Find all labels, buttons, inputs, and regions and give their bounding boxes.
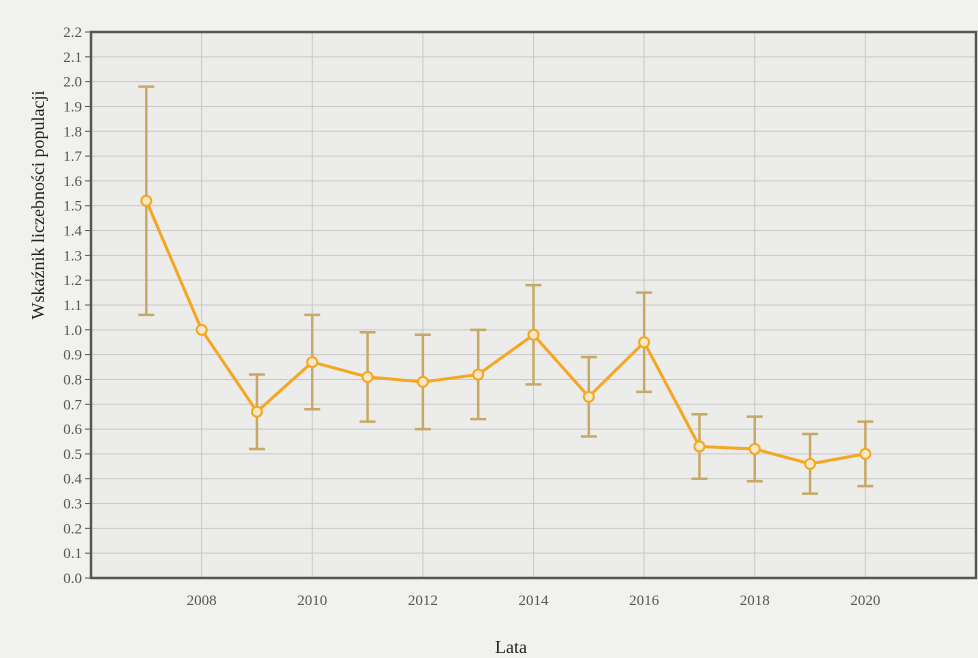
x-tick-label: 2016 <box>629 593 660 609</box>
data-point <box>306 356 319 369</box>
y-tick-label: 1.9 <box>63 99 82 115</box>
y-tick-label: 2.1 <box>63 50 82 66</box>
y-tick-label: 2.0 <box>63 75 82 91</box>
data-point <box>638 336 651 349</box>
data-point <box>527 328 540 341</box>
x-tick-label: 2020 <box>850 593 880 609</box>
data-point <box>195 323 208 336</box>
y-tick-label: 0.6 <box>63 422 82 438</box>
x-tick-label: 2012 <box>408 593 438 609</box>
x-tick-label: 2010 <box>297 593 327 609</box>
y-tick-label: 1.0 <box>63 323 82 339</box>
y-tick-label: 0.0 <box>63 571 82 587</box>
x-tick-label: 2018 <box>740 593 770 609</box>
y-tick-label: 0.5 <box>63 447 82 463</box>
y-tick-label: 1.8 <box>63 124 82 140</box>
y-tick-label: 1.5 <box>63 199 82 215</box>
y-tick-label: 0.8 <box>63 372 82 388</box>
y-tick-label: 0.3 <box>63 497 82 513</box>
y-tick-label: 1.3 <box>63 248 82 264</box>
data-point <box>472 368 485 381</box>
y-axis-ticks: 0.0 0.1 0.2 0.3 0.4 0.5 0.6 0.7 0.8 0.9 1.0 1.1 1.2 1… <box>63 25 91 587</box>
data-point <box>693 440 706 453</box>
data-point <box>748 442 761 455</box>
y-tick-label: 1.6 <box>63 174 82 190</box>
data-point <box>804 457 817 470</box>
x-axis-ticks: 2008 2010 2012 2014 2016 2018 2020 <box>187 593 881 609</box>
y-tick-label: 0.1 <box>63 546 82 562</box>
data-point <box>250 405 263 418</box>
y-tick-label: 1.1 <box>63 298 82 314</box>
y-tick-label: 1.7 <box>63 149 82 165</box>
data-point <box>361 370 374 383</box>
x-axis-title: Lata <box>495 637 527 657</box>
y-tick-label: 0.2 <box>63 521 82 537</box>
data-point <box>582 390 595 403</box>
y-tick-label: 1.4 <box>63 224 82 240</box>
y-tick-label: 0.4 <box>63 472 82 488</box>
x-tick-label: 2014 <box>519 593 550 609</box>
y-tick-label: 2.2 <box>63 25 82 41</box>
x-tick-label: 2008 <box>187 593 217 609</box>
y-tick-label: 0.7 <box>63 397 82 413</box>
y-axis-title: Wskaźnik liczebności populacji <box>28 91 48 320</box>
data-point <box>416 375 429 388</box>
series-line <box>144 200 866 466</box>
data-points <box>140 194 872 470</box>
data-point <box>859 447 872 460</box>
y-tick-label: 0.9 <box>63 348 82 364</box>
data-point <box>140 194 153 207</box>
y-tick-label: 1.2 <box>63 273 82 289</box>
